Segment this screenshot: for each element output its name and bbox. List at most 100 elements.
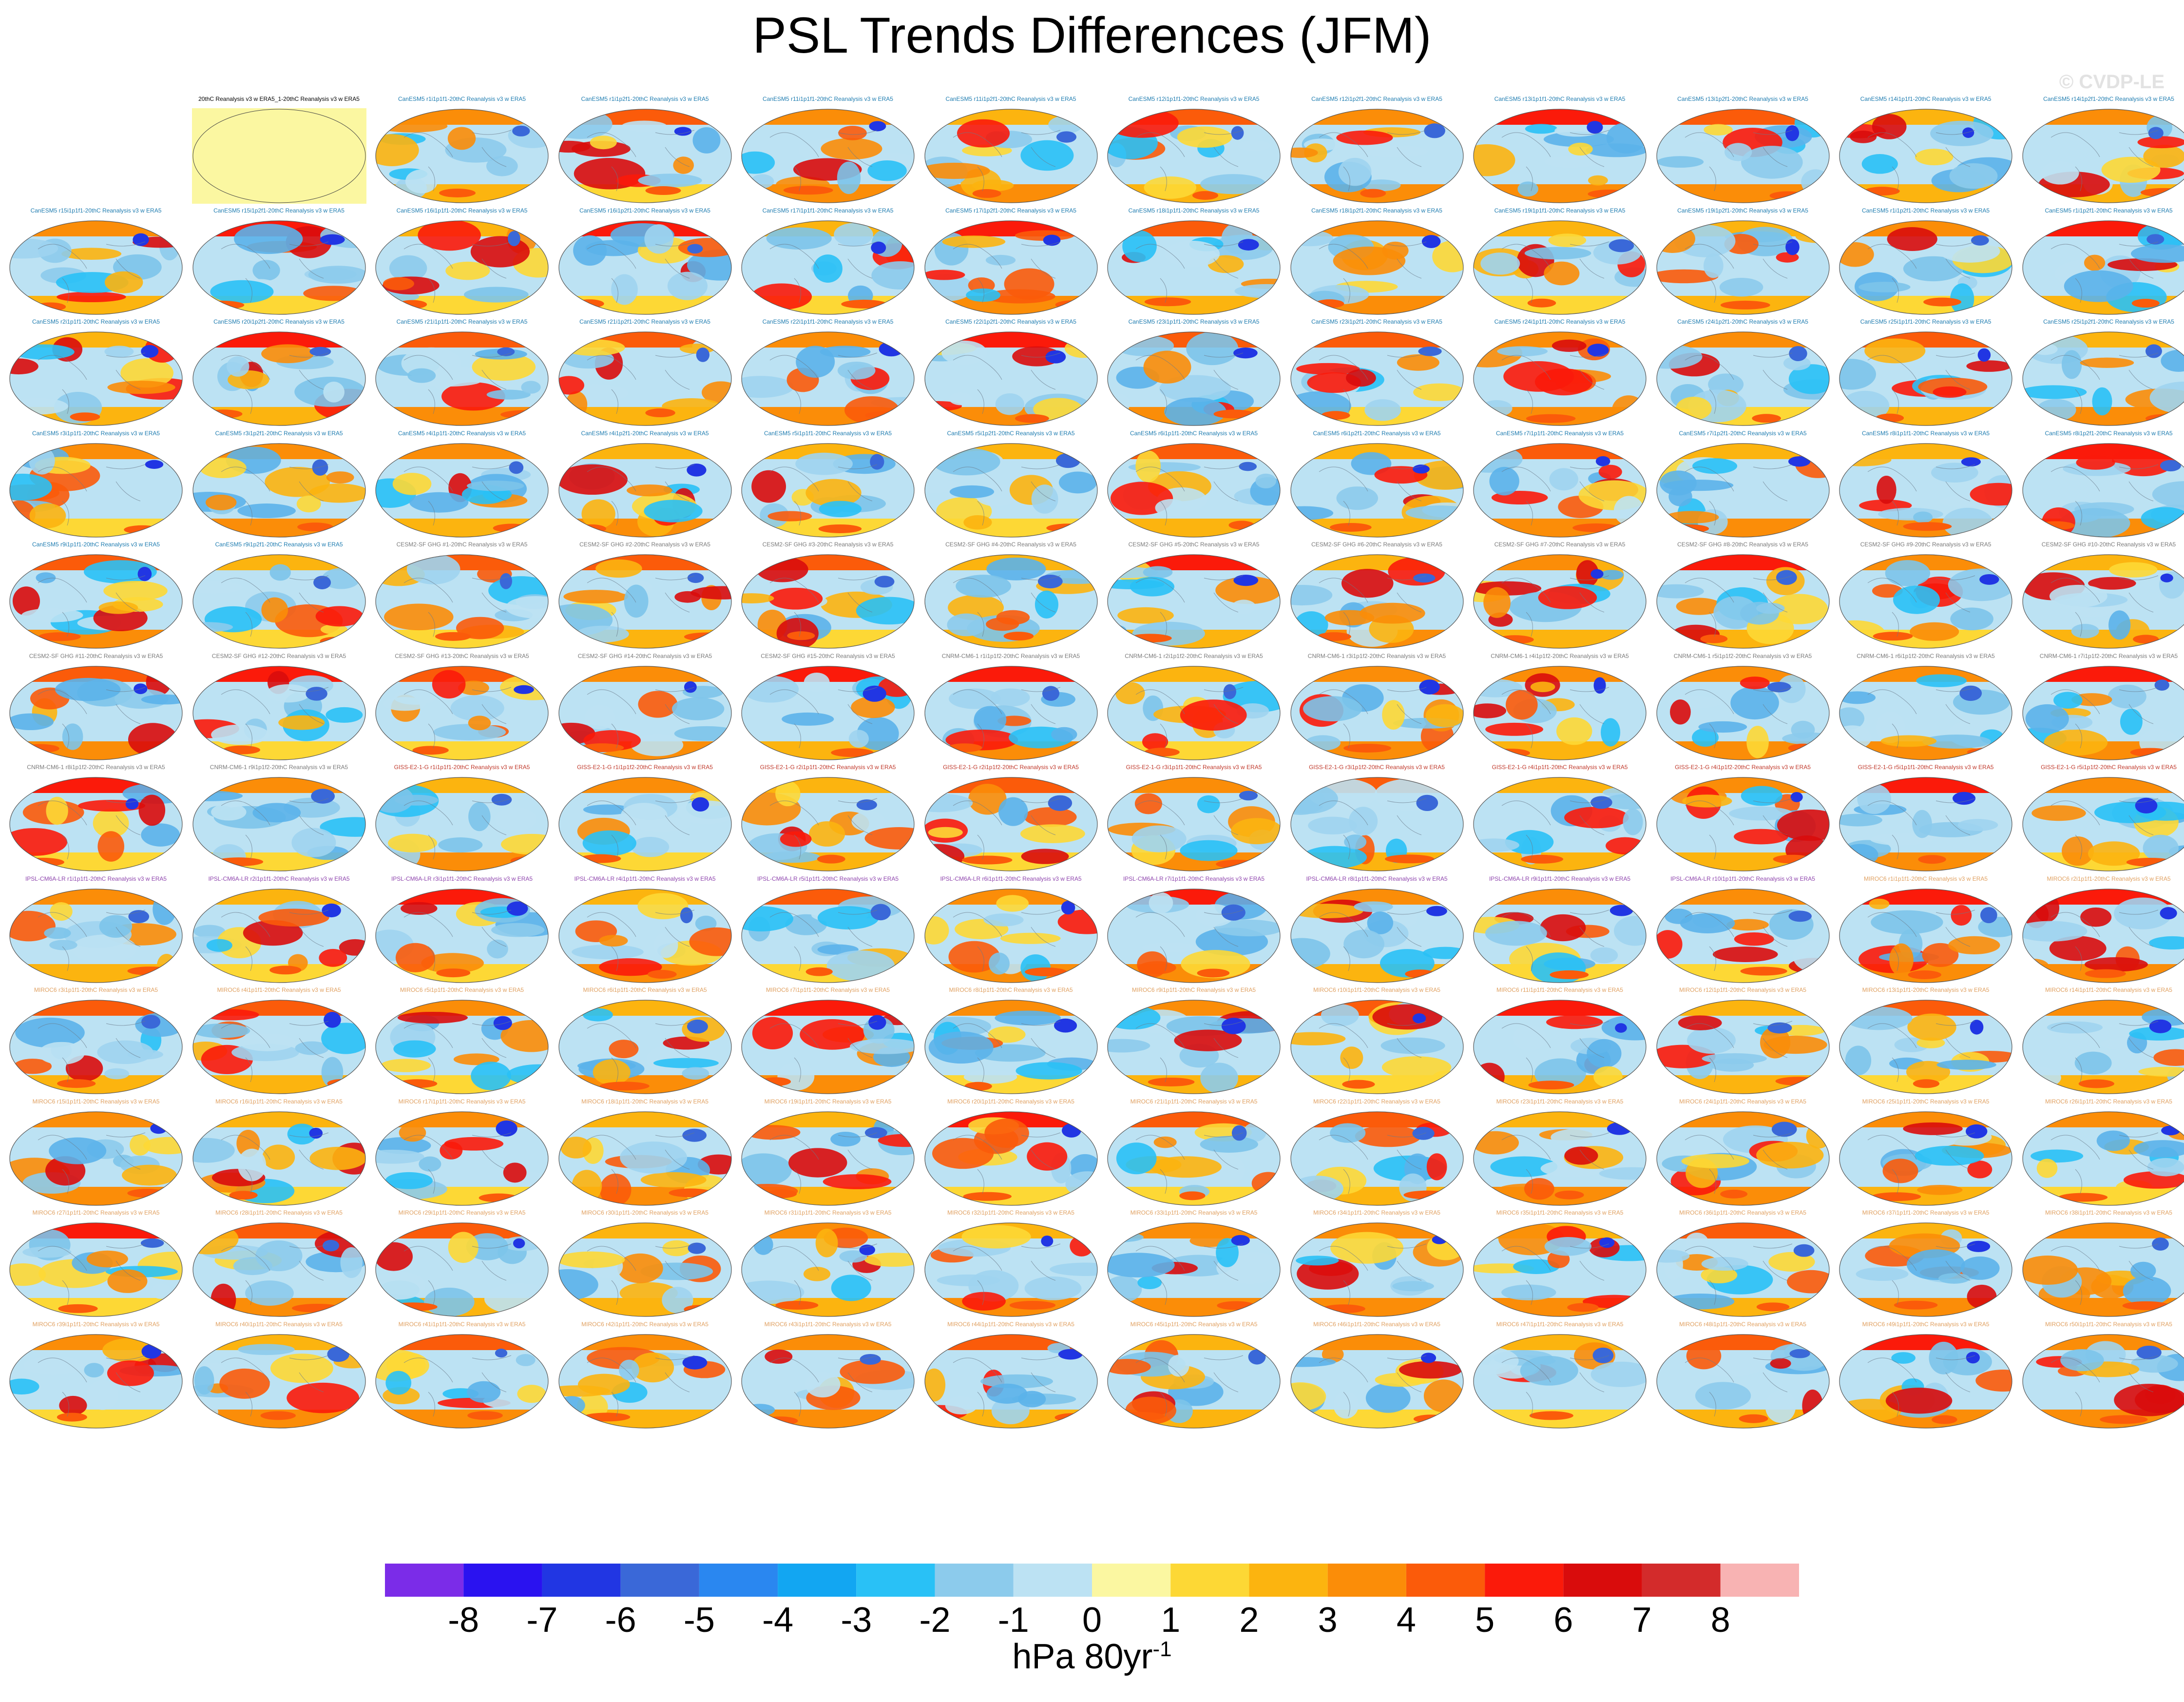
map-panel: CanESM5 r17i1p1f1-20thC Reanalysis v3 w … [737,207,919,315]
map-panel: CESM2-SF GHG #6-20thC Reanalysis v3 w ER… [1286,541,1468,649]
panel-title: CanESM5 r19i1p2f1-20thC Reanalysis v3 w … [1677,207,1808,214]
colorbar-swatch [1170,1564,1249,1597]
panel-title: MIROC6 r17i1p1f1-20thC Reanalysis v3 w E… [398,1098,526,1105]
map-panel-svg [924,220,1098,315]
map-panel: MIROC6 r8i1p1f1-20thC Reanalysis v3 w ER… [920,986,1102,1095]
map-panel: CESM2-SF GHG #10-20thC Reanalysis v3 w E… [2018,541,2184,649]
map-panel-svg [375,1111,549,1206]
map-panel: CanESM5 r22i1p2f1-20thC Reanalysis v3 w … [920,318,1102,426]
panel-title: CanESM5 r22i1p1f1-20thC Reanalysis v3 w … [762,318,894,325]
panel-title: GISS-E2-1-G r4i1p1f1-20thC Reanalysis v3… [1492,764,1628,771]
map-panel-svg [1290,1334,1464,1429]
panel-title: CNRM-CM6-1 r1i1p1f2-20thC Reanalysis v3 … [941,652,1080,659]
map-panel: GISS-E2-1-G r4i1p1f1-20thC Reanalysis v3… [1469,764,1651,872]
panel-title: MIROC6 r5i1p1f1-20thC Reanalysis v3 w ER… [400,986,524,993]
map-panel-svg [1290,443,1464,538]
colorbar-tick-label: -3 [841,1601,872,1640]
colorbar-swatch [1563,1564,1642,1597]
map-panel-svg [9,1000,183,1094]
panel-title: MIROC6 r26i1p1f1-20thC Reanalysis v3 w E… [2045,1098,2172,1105]
map-panel-svg [192,1111,366,1206]
map-panel: MIROC6 r4i1p1f1-20thC Reanalysis v3 w ER… [188,986,370,1095]
map-panel: MIROC6 r23i1p1f1-20thC Reanalysis v3 w E… [1469,1098,1651,1206]
map-panel-svg [1473,1334,1647,1429]
map-panel-svg [558,1222,732,1317]
map-panel-svg [924,888,1098,983]
panel-title: CanESM5 r11i1p2f1-20thC Reanalysis v3 w … [945,96,1076,102]
map-panel: CESM2-SF GHG #9-20thC Reanalysis v3 w ER… [1835,541,2017,649]
panel-title: CanESM5 r18i1p1f1-20thC Reanalysis v3 w … [1128,207,1260,214]
map-panel-svg [192,665,366,760]
map-panel-svg [2022,1222,2184,1317]
panel-title: MIROC6 r16i1p1f1-20thC Reanalysis v3 w E… [215,1098,343,1105]
map-panel: MIROC6 r47i1p1f1-20thC Reanalysis v3 w E… [1469,1321,1651,1429]
panel-title: CanESM5 r8i1p2f1-20thC Reanalysis v3 w E… [2045,429,2173,437]
map-panel-svg [1290,109,1464,203]
map-panel: 20thC Reanalysis v3 w ERA5_1-20thC Reana… [188,96,370,204]
map-panel-svg [924,554,1098,649]
map-panel-svg [924,1222,1098,1317]
map-panel: CanESM5 r19i1p2f1-20thC Reanalysis v3 w … [1652,207,1834,315]
panel-title: MIROC6 r1i1p1f1-20thC Reanalysis v3 w ER… [1863,875,1988,882]
map-panel-svg [558,443,732,538]
map-panel-svg [741,331,915,426]
panel-title: MIROC6 r44i1p1f1-20thC Reanalysis v3 w E… [947,1320,1074,1328]
map-panel: CanESM5 r7i1p2f1-20thC Reanalysis v3 w E… [1652,430,1834,538]
map-panel: MIROC6 r10i1p1f1-20thC Reanalysis v3 w E… [1286,986,1468,1095]
map-panel-svg [558,1000,732,1094]
colorbar-tick-label: 4 [1397,1601,1416,1640]
colorbar-tick-label: 2 [1239,1601,1259,1640]
map-panel-svg [1290,554,1464,649]
map-panel: CanESM5 r21i1p2f1-20thC Reanalysis v3 w … [554,318,736,426]
panel-title: CanESM5 r1i1p2f1-20thC Reanalysis v3 w E… [581,96,709,102]
panel-title: MIROC6 r15i1p1f1-20thC Reanalysis v3 w E… [32,1098,160,1105]
map-panel-svg [924,1334,1098,1429]
map-panel: IPSL-CM6A-LR r3i1p1f1-20thC Reanalysis v… [371,875,553,984]
map-panel-svg [192,443,366,538]
map-panel: CanESM5 r24i1p1f1-20thC Reanalysis v3 w … [1469,318,1651,426]
panel-title: GISS-E2-1-G r2i1p1f1-20thC Reanalysis v3… [760,764,896,771]
colorbar-swatch [1406,1564,1485,1597]
map-panel-svg [1656,554,1830,649]
map-panel-svg [1656,777,1830,871]
panel-title: MIROC6 r38i1p1f1-20thC Reanalysis v3 w E… [2045,1209,2172,1216]
map-panel: CNRM-CM6-1 r1i1p1f2-20thC Reanalysis v3 … [920,653,1102,761]
map-panel-svg [1839,109,2012,203]
panel-title: CanESM5 r2i1p1f1-20thC Reanalysis v3 w E… [32,318,160,325]
map-panel: CanESM5 r14i1p1f1-20thC Reanalysis v3 w … [1835,96,2017,204]
map-panel-svg [1473,1000,1647,1094]
map-outline [192,109,365,203]
map-panel-svg [741,220,915,315]
panel-title: CNRM-CM6-1 r2i1p1f2-20thC Reanalysis v3 … [1125,652,1263,659]
map-panel: MIROC6 r34i1p1f1-20thC Reanalysis v3 w E… [1286,1209,1468,1317]
panel-title: CanESM5 r4i1p2f1-20thC Reanalysis v3 w E… [581,429,709,437]
colorbar-tick-label: -8 [448,1601,479,1640]
map-panel-svg [924,443,1098,538]
map-panel: MIROC6 r41i1p1f1-20thC Reanalysis v3 w E… [371,1321,553,1429]
map-panel: CanESM5 r16i1p1f1-20thC Reanalysis v3 w … [371,207,553,315]
panel-title: CNRM-CM6-1 r4i1p1f2-20thC Reanalysis v3 … [1491,652,1629,659]
map-panel: CNRM-CM6-1 r9i1p1f2-20thC Reanalysis v3 … [188,764,370,872]
map-panel-svg [192,331,366,426]
map-panel: CESM2-SF GHG #8-20thC Reanalysis v3 w ER… [1652,541,1834,649]
map-panel-svg [1839,665,2012,760]
map-panel-svg [1473,777,1647,871]
panel-title: CanESM5 r23i1p1f1-20thC Reanalysis v3 w … [1128,318,1260,325]
map-panel-svg [558,331,732,426]
panel-title: MIROC6 r47i1p1f1-20thC Reanalysis v3 w E… [1496,1320,1624,1328]
colorbar-swatch [1720,1564,1799,1597]
map-panel: CanESM5 r25i1p2f1-20thC Reanalysis v3 w … [2018,318,2184,426]
panel-title: MIROC6 r43i1p1f1-20thC Reanalysis v3 w E… [764,1320,892,1328]
panel-title: IPSL-CM6A-LR r2i1p1f1-20thC Reanalysis v… [208,875,350,882]
map-panel: MIROC6 r48i1p1f1-20thC Reanalysis v3 w E… [1652,1321,1834,1429]
panel-title: CanESM5 r22i1p2f1-20thC Reanalysis v3 w … [945,318,1076,325]
colorbar-tick-label: -1 [998,1601,1029,1640]
map-panel-svg [9,1334,183,1429]
panel-title: CanESM5 r18i1p2f1-20thC Reanalysis v3 w … [1311,207,1442,214]
map-panel-svg [741,665,915,760]
map-panel-svg [1473,220,1647,315]
map-panel-svg [1656,888,1830,983]
map-panel-svg [9,1111,183,1206]
map-panel: CanESM5 r11i1p2f1-20thC Reanalysis v3 w … [920,96,1102,204]
panel-title: MIROC6 r32i1p1f1-20thC Reanalysis v3 w E… [947,1209,1074,1216]
